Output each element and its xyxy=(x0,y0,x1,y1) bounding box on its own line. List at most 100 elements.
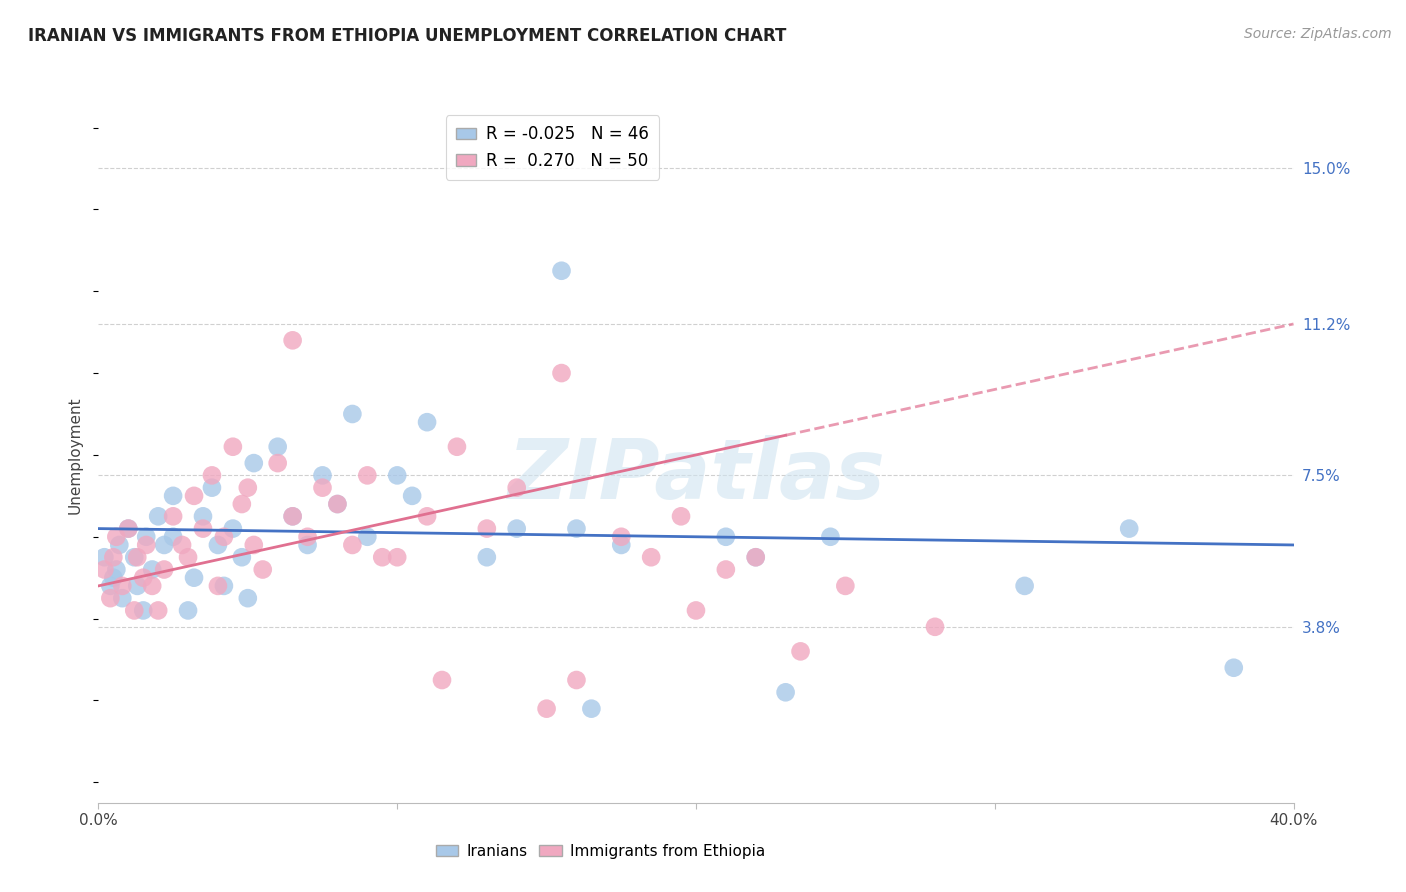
Point xyxy=(212,530,235,544)
Point xyxy=(1223,661,1246,675)
Point xyxy=(183,571,205,585)
Point xyxy=(236,481,259,495)
Point xyxy=(371,550,394,565)
Point xyxy=(610,530,633,544)
Point xyxy=(834,579,856,593)
Y-axis label: Unemployment: Unemployment xyxy=(67,396,83,514)
Point xyxy=(714,562,737,576)
Point xyxy=(222,440,245,454)
Point xyxy=(108,538,131,552)
Point xyxy=(775,685,797,699)
Point xyxy=(416,509,439,524)
Point xyxy=(127,550,149,565)
Point xyxy=(153,562,176,576)
Point xyxy=(252,562,274,576)
Point xyxy=(177,603,200,617)
Point xyxy=(111,591,134,606)
Point xyxy=(610,538,633,552)
Point xyxy=(141,562,163,576)
Point xyxy=(430,673,453,687)
Point xyxy=(565,673,588,687)
Point xyxy=(153,538,176,552)
Text: IRANIAN VS IMMIGRANTS FROM ETHIOPIA UNEMPLOYMENT CORRELATION CHART: IRANIAN VS IMMIGRANTS FROM ETHIOPIA UNEM… xyxy=(28,27,786,45)
Point xyxy=(105,562,128,576)
Point xyxy=(148,603,170,617)
Point xyxy=(342,407,364,421)
Point xyxy=(685,603,707,617)
Point xyxy=(172,538,194,552)
Point xyxy=(745,550,768,565)
Point xyxy=(111,579,134,593)
Point xyxy=(326,497,349,511)
Point xyxy=(581,701,603,715)
Point xyxy=(243,456,266,470)
Point xyxy=(243,538,266,552)
Point xyxy=(1014,579,1036,593)
Point xyxy=(550,264,572,278)
Point xyxy=(100,591,122,606)
Point xyxy=(93,550,115,565)
Point xyxy=(446,440,468,454)
Point xyxy=(231,550,253,565)
Point xyxy=(132,571,155,585)
Point xyxy=(416,415,439,429)
Point xyxy=(141,579,163,593)
Point xyxy=(475,550,498,565)
Point xyxy=(117,522,139,536)
Text: ZIPatlas: ZIPatlas xyxy=(508,435,884,516)
Point xyxy=(162,509,184,524)
Point xyxy=(326,497,349,511)
Point xyxy=(745,550,768,565)
Point xyxy=(475,522,498,536)
Point xyxy=(281,509,304,524)
Point xyxy=(231,497,253,511)
Point xyxy=(124,550,146,565)
Point xyxy=(924,620,946,634)
Point xyxy=(820,530,842,544)
Point xyxy=(640,550,662,565)
Point xyxy=(212,579,235,593)
Point xyxy=(93,562,115,576)
Point xyxy=(100,579,122,593)
Point xyxy=(127,579,149,593)
Point xyxy=(117,522,139,536)
Point xyxy=(267,440,290,454)
Point xyxy=(162,489,184,503)
Point xyxy=(201,481,224,495)
Point xyxy=(311,468,333,483)
Point xyxy=(536,701,558,715)
Point xyxy=(191,522,214,536)
Point xyxy=(281,334,304,348)
Point xyxy=(789,644,811,658)
Point xyxy=(565,522,588,536)
Point xyxy=(385,468,409,483)
Point xyxy=(135,538,157,552)
Point xyxy=(506,481,529,495)
Legend: Iranians, Immigrants from Ethiopia: Iranians, Immigrants from Ethiopia xyxy=(429,838,772,864)
Point xyxy=(236,591,259,606)
Point xyxy=(132,603,155,617)
Point xyxy=(669,509,692,524)
Point xyxy=(162,530,184,544)
Point xyxy=(135,530,157,544)
Point xyxy=(356,530,378,544)
Point xyxy=(183,489,205,503)
Point xyxy=(342,538,364,552)
Point xyxy=(105,530,128,544)
Point xyxy=(103,571,125,585)
Point xyxy=(385,550,409,565)
Point xyxy=(356,468,378,483)
Point xyxy=(281,509,304,524)
Point xyxy=(124,603,146,617)
Point xyxy=(207,579,229,593)
Point xyxy=(201,468,224,483)
Text: Source: ZipAtlas.com: Source: ZipAtlas.com xyxy=(1244,27,1392,41)
Point xyxy=(267,456,290,470)
Point xyxy=(297,530,319,544)
Point xyxy=(1118,522,1140,536)
Point xyxy=(311,481,333,495)
Point xyxy=(207,538,229,552)
Point xyxy=(297,538,319,552)
Point xyxy=(222,522,245,536)
Point xyxy=(148,509,170,524)
